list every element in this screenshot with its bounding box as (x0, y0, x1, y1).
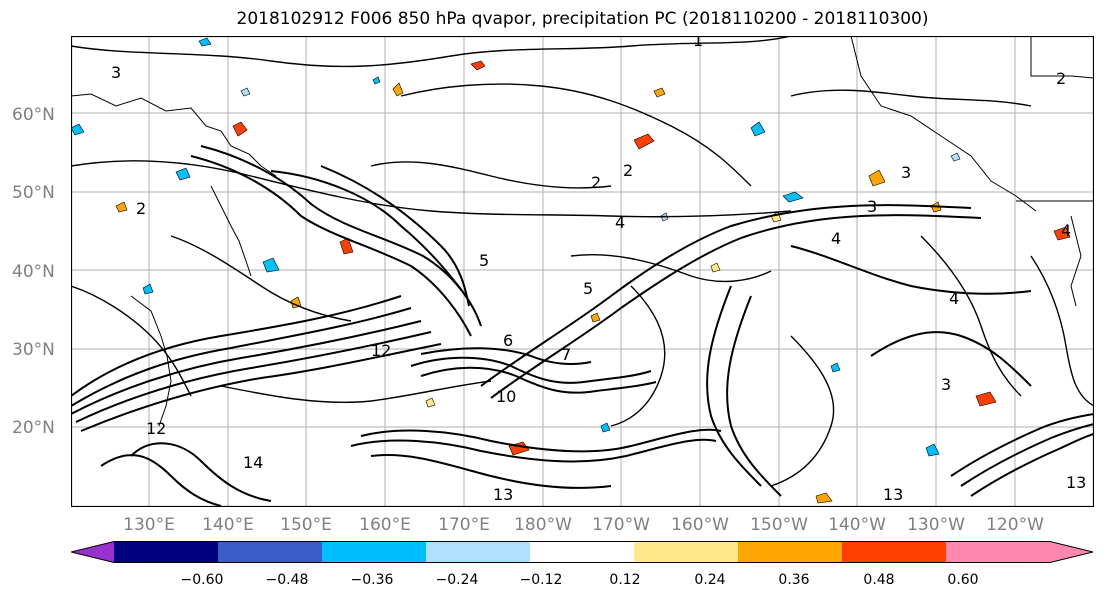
lon-label: 150°W (750, 515, 808, 535)
contour-label: 2 (591, 173, 601, 192)
precip-anomaly-patches (71, 37, 1071, 504)
contour-label: 13 (883, 485, 903, 504)
moisture-contours (71, 145, 1094, 507)
contour-label: 13 (493, 485, 513, 504)
contour-label: 5 (583, 279, 593, 298)
colorbar-tick-label: −0.24 (435, 572, 479, 588)
colorbar (71, 541, 1094, 563)
colorbar-segment (634, 541, 739, 563)
colorbar-segment (218, 541, 323, 563)
map-title: 2018102912 F006 850 hPa qvapor, precipit… (236, 9, 929, 29)
colorbar-segment (530, 541, 635, 563)
colorbar-tick-label: −0.48 (265, 572, 309, 588)
map-frame (71, 36, 1094, 507)
contour-label: 12 (371, 341, 391, 360)
lon-label: 170°W (592, 515, 650, 535)
contour-label: 1 (693, 36, 703, 50)
contour-label: 4 (1061, 221, 1071, 240)
contour-label: 2 (1056, 69, 1066, 88)
contour-label: 2 (136, 199, 146, 218)
lat-label: 30°N (12, 340, 55, 360)
lon-label: 160°E (359, 515, 411, 535)
colorbar-outline (71, 541, 1094, 563)
contour-label-group: 1 2 2 2 2 3 3 3 3 4 4 4 4 5 5 6 7 10 12 … (111, 36, 1086, 504)
colorbar-segment (946, 541, 1093, 563)
map-panel: 1 2 2 2 2 3 3 3 3 4 4 4 4 5 5 6 7 10 12 … (71, 36, 1094, 507)
colorbar-segment (842, 541, 947, 563)
lat-label: 40°N (12, 262, 55, 282)
contour-label: 4 (949, 289, 959, 308)
colorbar-tick-label: 0.36 (778, 572, 810, 588)
moisture-contours-thin (71, 36, 1094, 487)
lon-label: 150°E (280, 515, 332, 535)
lon-label: 140°W (828, 515, 886, 535)
colorbar-segment (322, 541, 427, 563)
colorbar-tick-label: 0.12 (609, 572, 641, 588)
contour-label: 5 (479, 251, 489, 270)
contour-label: 12 (146, 419, 166, 438)
contour-label: 4 (615, 213, 625, 232)
colorbar-tick-label: 0.60 (947, 572, 979, 588)
contour-label: 3 (901, 163, 911, 182)
colorbar-tick-label: −0.36 (350, 572, 394, 588)
contour-label: 10 (496, 387, 516, 406)
lat-label: 20°N (12, 418, 55, 438)
colorbar-tick-label: 0.24 (694, 572, 726, 588)
colorbar-tick-label: −0.12 (519, 572, 563, 588)
gridlines (71, 36, 1094, 507)
colorbar-tick-label: −0.60 (180, 572, 224, 588)
lon-label: 130°E (123, 515, 175, 535)
lon-label: 140°E (202, 515, 254, 535)
contour-label: 6 (503, 331, 513, 350)
contour-label: 3 (867, 197, 877, 216)
contour-label: 2 (623, 161, 633, 180)
colorbar-tick-label: 0.48 (863, 572, 895, 588)
lat-label: 50°N (12, 183, 55, 203)
lon-label: 120°W (986, 515, 1044, 535)
lon-label: 160°W (671, 515, 729, 535)
contour-label: 13 (1066, 473, 1086, 492)
coastlines (71, 36, 1094, 427)
contour-label: 7 (561, 345, 571, 364)
contour-label: 14 (243, 453, 263, 472)
lon-label: 170°E (438, 515, 490, 535)
colorbar-segment (738, 541, 843, 563)
contour-label: 3 (941, 375, 951, 394)
contour-label: 3 (111, 63, 121, 82)
lon-label: 180°W (514, 515, 572, 535)
lat-label: 60°N (12, 105, 55, 125)
lon-label: 130°W (907, 515, 965, 535)
colorbar-segment (114, 541, 219, 563)
colorbar-segment (426, 541, 531, 563)
contour-label: 4 (831, 229, 841, 248)
